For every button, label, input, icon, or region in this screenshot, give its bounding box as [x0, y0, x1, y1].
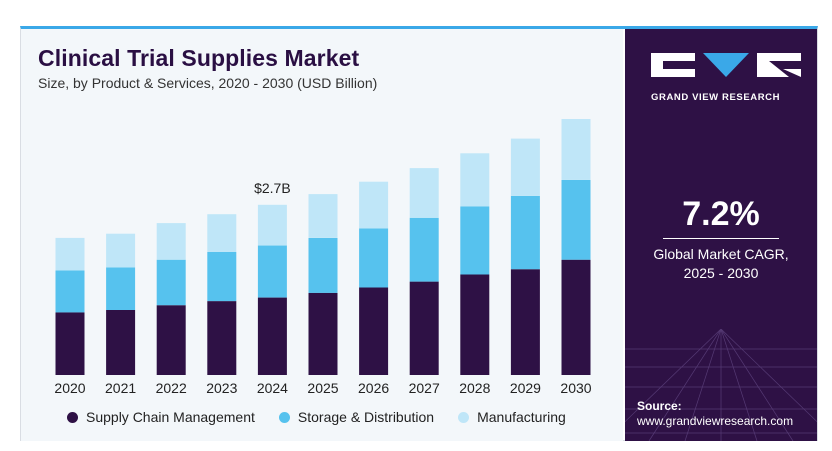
bar-segment-storage-distribution-2022 [156, 259, 186, 306]
bar-segment-storage-distribution-2021 [106, 267, 136, 310]
data-label-2024: $2.7B [254, 180, 291, 196]
bar-segment-manufacturing-2029 [510, 138, 540, 196]
bar-segment-manufacturing-2027 [409, 168, 439, 218]
bar-segment-storage-distribution-2029 [510, 195, 540, 270]
bar-segment-manufacturing-2021 [106, 233, 136, 268]
x-tick-label-2020: 2020 [54, 380, 85, 396]
bar-segment-manufacturing-2026 [359, 181, 389, 229]
x-tick-label-2025: 2025 [307, 380, 338, 396]
legend-label-supply-chain: Supply Chain Management [86, 409, 255, 425]
bar-segment-storage-distribution-2023 [207, 252, 237, 302]
bar-segment-storage-distribution-2020 [55, 270, 85, 313]
bar-segment-storage-distribution-2028 [460, 206, 490, 275]
chart-panel: Clinical Trial Supplies Market Size, by … [21, 29, 623, 441]
decorative-grid-pattern [625, 329, 817, 441]
bar-segment-supply-chain-management-2022 [156, 305, 186, 375]
source-credit: Source: www.grandviewresearch.com [637, 399, 793, 429]
legend-item-storage-distribution: Storage & Distribution [278, 409, 435, 425]
bar-segment-supply-chain-management-2021 [106, 310, 136, 375]
x-tick-label-2024: 2024 [257, 380, 288, 396]
bar-segment-manufacturing-2023 [207, 214, 237, 252]
logo-wordmark: GRAND VIEW RESEARCH [651, 92, 781, 103]
sidebar-panel: GRAND VIEW RESEARCH 7.2% Global Market C… [625, 29, 817, 441]
bar-segment-manufacturing-2024 [257, 204, 287, 246]
bar-segment-manufacturing-2028 [460, 153, 490, 207]
stacked-bar-chart: 2020 2021 2022 2023 2024 $2.7B 2025 2026 2027 202… [54, 119, 592, 396]
legend-swatch-storage-distribution [278, 411, 290, 423]
bar-segment-supply-chain-management-2023 [207, 301, 237, 375]
bar-segment-manufacturing-2030 [561, 119, 591, 180]
bar-segment-storage-distribution-2024 [257, 245, 287, 298]
legend-label-manufacturing: Manufacturing [477, 409, 566, 425]
cagr-divider [663, 238, 779, 239]
cagr-value: 7.2% [682, 195, 760, 233]
bar-segment-storage-distribution-2030 [561, 179, 591, 260]
x-tick-label-2027: 2027 [409, 380, 440, 396]
x-tick-label-2026: 2026 [358, 380, 389, 396]
grand-view-research-logo: GRAND VIEW RESEARCH [651, 51, 801, 106]
infographic-card: Clinical Trial Supplies Market Size, by … [20, 26, 818, 441]
bar-segment-supply-chain-management-2029 [510, 269, 540, 375]
legend-item-manufacturing: Manufacturing [458, 409, 566, 425]
bar-segment-supply-chain-management-2026 [359, 287, 389, 375]
x-tick-label-2030: 2030 [560, 380, 591, 396]
bar-segment-supply-chain-management-2020 [55, 312, 85, 375]
cagr-label-line-1: Global Market CAGR, [653, 246, 789, 262]
chart-title: Clinical Trial Supplies Market [38, 45, 360, 71]
chart-subtitle: Size, by Product & Services, 2020 - 2030… [38, 75, 378, 91]
bar-segment-storage-distribution-2027 [409, 217, 439, 282]
bar-segment-storage-distribution-2025 [308, 237, 338, 293]
x-tick-label-2029: 2029 [510, 380, 541, 396]
logo-icon [651, 53, 801, 77]
bar-segment-manufacturing-2025 [308, 194, 338, 238]
legend-label-storage-distribution: Storage & Distribution [297, 409, 435, 425]
bar-segment-supply-chain-management-2024 [257, 297, 287, 375]
x-tick-label-2028: 2028 [459, 380, 490, 396]
bar-segment-supply-chain-management-2025 [308, 292, 338, 375]
bar-segment-manufacturing-2022 [156, 223, 186, 260]
cagr-label-line-2: 2025 - 2030 [683, 265, 759, 281]
legend-swatch-supply-chain [67, 411, 78, 423]
bar-segment-supply-chain-management-2028 [460, 274, 490, 375]
x-tick-label-2023: 2023 [206, 380, 237, 396]
x-tick-label-2021: 2021 [105, 380, 136, 396]
bar-segment-supply-chain-management-2030 [561, 259, 591, 375]
cagr-label: Global Market CAGR, 2025 - 2030 [625, 245, 817, 283]
x-tick-label-2022: 2022 [156, 380, 187, 396]
chart-legend: Supply Chain Management Storage & Distri… [67, 409, 590, 425]
source-url: www.grandviewresearch.com [637, 414, 794, 428]
source-label: Source: [637, 399, 682, 413]
bar-segment-manufacturing-2020 [55, 237, 85, 271]
legend-swatch-manufacturing [458, 411, 470, 423]
bar-segment-supply-chain-management-2027 [409, 281, 439, 375]
bar-segment-storage-distribution-2026 [359, 228, 389, 288]
legend-item-supply-chain: Supply Chain Management [67, 409, 255, 425]
